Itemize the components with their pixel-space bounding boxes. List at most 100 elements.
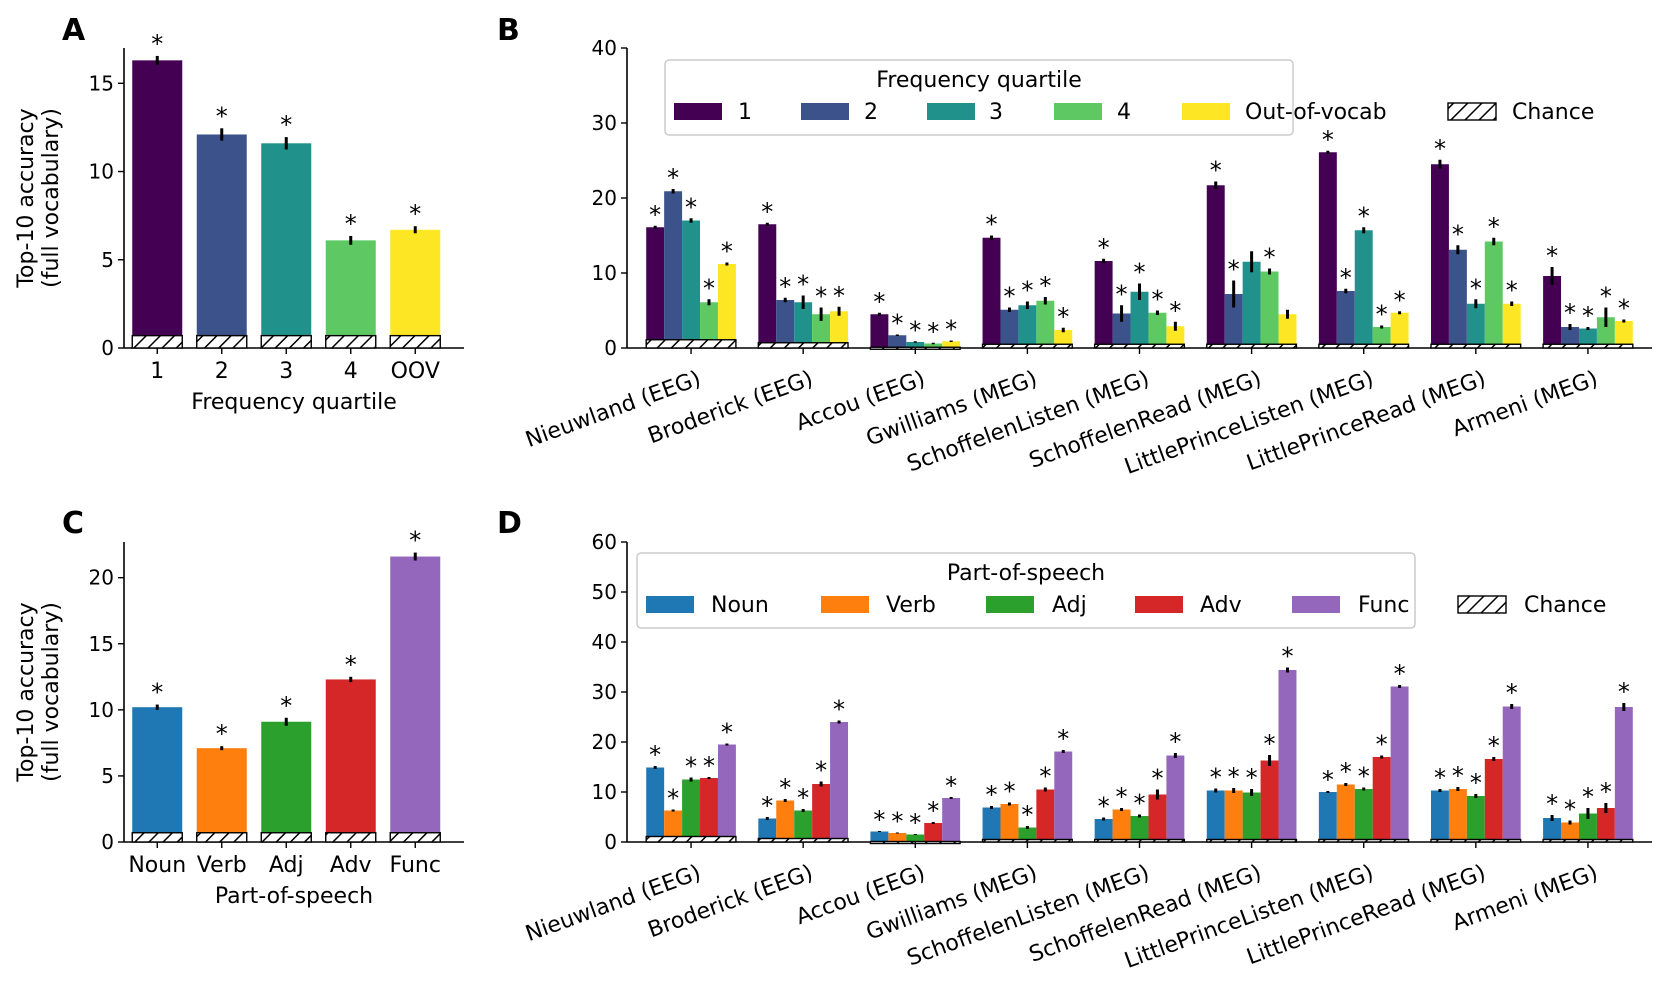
panel-d-bar <box>1466 796 1485 842</box>
panel-d-significance-star: * <box>761 792 773 820</box>
panel-d-significance-star: * <box>1264 730 1276 758</box>
panel-c-y-tick-label: 15 <box>89 632 114 656</box>
panel-a-significance-star: * <box>280 111 292 139</box>
panel-a-x-tick-label: 2 <box>215 359 229 384</box>
panel-b-bar <box>776 300 795 348</box>
panel-d-significance-star: * <box>1582 783 1594 811</box>
panel-b-chance-bar <box>1542 343 1634 349</box>
panel-c-x-tick-label: Func <box>390 853 441 878</box>
panel-d-legend-swatch <box>1292 596 1340 613</box>
panel-d-bar <box>1561 822 1579 842</box>
panel-b-legend-swatch <box>1447 102 1497 121</box>
panel-d-y-tick-label: 20 <box>592 730 617 754</box>
panel-d-y-tick-label: 0 <box>604 830 617 854</box>
panel-b-bar <box>1596 317 1615 348</box>
panel-d-bar <box>1224 790 1243 842</box>
panel-d-bar <box>646 767 665 842</box>
panel-d-significance-star: * <box>1039 763 1051 791</box>
panel-d-significance-star: * <box>1098 793 1110 821</box>
panel-d-bar <box>1596 808 1615 842</box>
panel-d-significance-star: * <box>779 774 791 802</box>
panel-d-y-tick-label: 30 <box>592 680 617 704</box>
panel-b-bar <box>888 335 907 348</box>
panel-b-significance-star: * <box>1564 299 1576 327</box>
panel-b-bar <box>1242 261 1261 348</box>
panel-b-chance-bar <box>757 342 849 349</box>
panel-c-significance-star: * <box>151 679 163 707</box>
panel-b-bar <box>1466 303 1485 348</box>
panel-d-significance-star: * <box>1210 764 1222 792</box>
panel-d-bar <box>982 807 1001 842</box>
panel-d-legend-title: Part-of-speech <box>947 561 1105 586</box>
panel-d-bar <box>1614 707 1633 842</box>
panel-a-x-tick-label: 1 <box>150 359 164 384</box>
panel-b-significance-star: * <box>1452 220 1464 248</box>
panel-b-bar <box>982 237 1001 348</box>
panel-d-significance-star: * <box>1506 679 1518 707</box>
panel-b-significance-star: * <box>986 211 998 239</box>
panel-b-bar <box>1614 321 1633 348</box>
panel-b-bar <box>1260 271 1279 348</box>
panel-b-legend-label: 3 <box>989 100 1003 125</box>
panel-b-y-tick-label: 30 <box>592 111 617 135</box>
panel-d-significance-star: * <box>986 781 998 809</box>
panel-d-y-tick-label: 60 <box>592 530 617 554</box>
panel-a-chance-bar <box>325 334 377 349</box>
panel-b-significance-star: * <box>1039 272 1051 300</box>
panel-a-y-tick-label: 15 <box>89 71 114 95</box>
panel-d-bar <box>1054 751 1073 842</box>
panel-d-significance-star: * <box>1322 766 1334 794</box>
panel-d-significance-star: * <box>1151 765 1163 793</box>
panel-d-significance-star: * <box>1488 732 1500 760</box>
panel-d-significance-star: * <box>927 797 939 825</box>
panel-b-bar <box>1036 300 1055 348</box>
panel-b-legend-swatch <box>927 103 975 120</box>
panel-letter-d: D <box>497 506 522 541</box>
panel-c-chance-bar <box>389 832 441 843</box>
panel-c-bar <box>132 707 183 842</box>
panel-b-bar <box>1094 261 1113 348</box>
panel-d-bar <box>1502 706 1521 842</box>
panel-d-bar <box>1372 757 1391 842</box>
panel-b-legend-swatch <box>674 103 722 120</box>
panel-b-significance-star: * <box>649 201 661 229</box>
panel-d-chance-bar <box>1206 838 1298 843</box>
panel-b-significance-star: * <box>1358 202 1370 230</box>
panel-b-significance-star: * <box>1506 277 1518 305</box>
panel-b-bar <box>1278 314 1297 348</box>
panel-d-y-tick-label: 10 <box>592 780 617 804</box>
panel-d-significance-star: * <box>833 696 845 724</box>
panel-d-significance-star: * <box>1618 678 1630 706</box>
panel-c-x-tick-label: Adv <box>330 853 372 878</box>
panel-d-bar <box>1430 790 1449 842</box>
panel-b-chance-bar <box>1093 343 1186 349</box>
panel-d-significance-star: * <box>1228 763 1240 791</box>
panel-a-bar <box>390 229 441 348</box>
panel-b-chance-bar <box>1206 343 1298 349</box>
panel-b-significance-star: * <box>1210 157 1222 185</box>
panel-b-legend-swatch <box>1182 103 1230 120</box>
panel-b-significance-star: * <box>833 282 845 310</box>
panel-d-legend-label: Noun <box>711 593 769 618</box>
panel-d-bar <box>830 722 849 842</box>
panel-c-bar <box>390 556 441 842</box>
panel-b-significance-star: * <box>1394 286 1406 314</box>
panel-b-bar <box>924 343 943 348</box>
panel-d-bar <box>1390 686 1409 842</box>
panel-c-significance-star: * <box>216 720 228 748</box>
panel-c-y-axis-label: (full vocabulary) <box>39 602 64 782</box>
panel-b-chance-bar <box>1430 343 1522 349</box>
panel-b-significance-star: * <box>667 164 679 192</box>
panel-d-bar <box>1000 804 1019 842</box>
panel-d-legend-swatch <box>986 596 1034 613</box>
panel-b-bar <box>942 341 961 348</box>
panel-d-bar <box>1036 789 1055 842</box>
panel-d-significance-star: * <box>1340 758 1352 786</box>
panel-b-significance-star: * <box>873 288 885 316</box>
panel-b-y-tick-label: 40 <box>592 36 617 60</box>
panel-d-significance-star: * <box>1003 778 1015 806</box>
panel-b-legend-label: Chance <box>1512 100 1594 125</box>
panel-b-y-tick-label: 20 <box>592 186 617 210</box>
panel-d-significance-star: * <box>1434 764 1446 792</box>
panel-d-y-tick-label: 50 <box>592 580 617 604</box>
